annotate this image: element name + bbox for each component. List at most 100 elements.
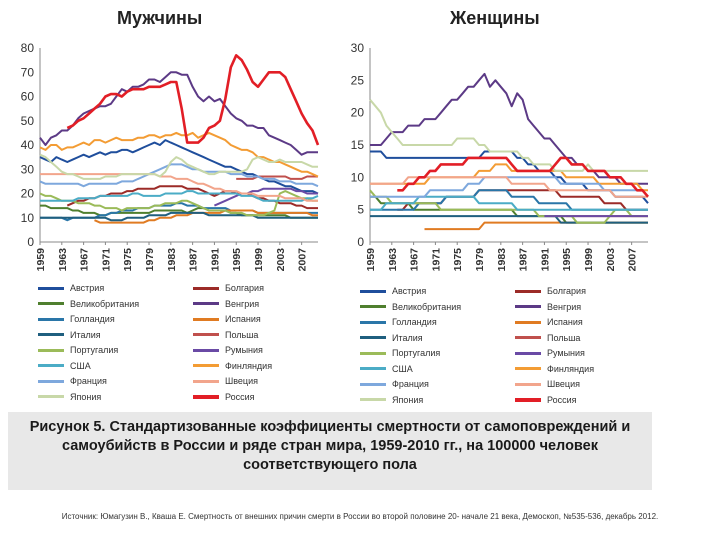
men-legend-item: Венгрия bbox=[193, 299, 259, 309]
men-legend-swatch bbox=[193, 333, 219, 336]
men-legend-label: Румыния bbox=[225, 345, 263, 355]
women-legend-label: Польша bbox=[547, 332, 581, 343]
women-legend-swatch bbox=[515, 289, 541, 293]
women-y-tick-5: 5 bbox=[357, 203, 364, 217]
women-legend-swatch bbox=[360, 289, 386, 293]
men-legend-label: Испания bbox=[225, 314, 261, 324]
women-legend-item: Великобритания bbox=[360, 302, 461, 312]
men-series-line-7 bbox=[236, 175, 318, 180]
men-legend-item: Испания bbox=[193, 314, 261, 324]
men-series-line-13 bbox=[40, 173, 318, 202]
women-legend-label: Австрия bbox=[392, 286, 427, 296]
men-legend-swatch bbox=[38, 302, 64, 305]
women-x-tick-1967: 1967 bbox=[409, 248, 421, 272]
women-legend-item: Венгрия bbox=[515, 302, 581, 312]
men-legend-item: Италия bbox=[38, 330, 101, 340]
women-legend-label: Голландия bbox=[392, 317, 437, 327]
men-legend-item: Финляндия bbox=[193, 361, 272, 371]
women-legend-swatch bbox=[360, 305, 386, 308]
men-legend-label: США bbox=[70, 360, 91, 371]
men-legend-item: Польша bbox=[193, 330, 258, 340]
men-legend-item: Болгария bbox=[193, 283, 264, 293]
men-legend-swatch bbox=[193, 286, 219, 290]
men-legend-label: Финляндия bbox=[225, 360, 273, 371]
women-legend-label: Россия bbox=[547, 394, 577, 405]
women-x-tick-1963: 1963 bbox=[387, 248, 399, 272]
caption-line-2: самоубийств в России и ряде стран мира, … bbox=[62, 438, 598, 454]
men-legend-swatch bbox=[193, 364, 219, 367]
women-x-tick-1987: 1987 bbox=[518, 248, 530, 272]
men-legend-swatch bbox=[38, 286, 64, 290]
women-legend-swatch bbox=[515, 336, 541, 339]
men-x-tick-1999: 1999 bbox=[253, 248, 265, 272]
women-y-tick-15: 15 bbox=[351, 138, 365, 152]
women-x-tick-1999: 1999 bbox=[583, 248, 595, 272]
women-legend-swatch bbox=[515, 305, 541, 308]
men-legend-label: Франция bbox=[70, 376, 107, 386]
women-legend-item: Швеция bbox=[515, 379, 580, 389]
women-legend-item: Австрия bbox=[360, 286, 426, 296]
women-legend-swatch bbox=[360, 320, 386, 324]
women-legend-item: Румыния bbox=[515, 348, 585, 358]
women-legend-label: Великобритания bbox=[392, 301, 462, 312]
women-legend-item: Финляндия bbox=[515, 364, 594, 374]
women-series-line-1 bbox=[397, 189, 648, 211]
men-y-tick-0: 0 bbox=[27, 235, 34, 249]
men-legend-swatch bbox=[38, 333, 64, 336]
women-legend-swatch bbox=[360, 398, 386, 401]
men-y-tick-80: 80 bbox=[21, 41, 35, 55]
men-series-line-14 bbox=[39, 153, 318, 180]
women-legend-swatch bbox=[360, 336, 386, 339]
women-legend-label: Япония bbox=[392, 394, 424, 405]
men-legend-label: Австрия bbox=[70, 283, 105, 293]
men-legend-item: Голландия bbox=[38, 314, 115, 324]
men-x-tick-1987: 1987 bbox=[188, 248, 200, 272]
women-legend-item: Испания bbox=[515, 317, 583, 327]
women-legend-item: Франция bbox=[360, 379, 429, 389]
men-legend-item: Румыния bbox=[193, 345, 263, 355]
men-series-line-11 bbox=[39, 131, 319, 178]
women-legend-label: США bbox=[392, 363, 413, 374]
men-legend-swatch bbox=[193, 302, 219, 305]
men-legend-label: Япония bbox=[70, 391, 102, 402]
women-x-tick-1975: 1975 bbox=[452, 248, 464, 272]
men-chart: 0 10 20 30 40 50 60 70 80 1959 1963 1967 1971 1975 197… bbox=[21, 41, 320, 272]
women-x-tick-1983: 1983 bbox=[496, 248, 508, 272]
men-x-tick-1967: 1967 bbox=[79, 248, 91, 272]
women-legend-swatch bbox=[515, 382, 541, 386]
women-legend-swatch bbox=[360, 382, 386, 386]
men-series-line-10 bbox=[40, 190, 319, 202]
men-legend-item: Австрия bbox=[38, 283, 104, 293]
women-legend-item: Болгария bbox=[515, 286, 586, 296]
men-legend-label: Италия bbox=[70, 329, 101, 340]
men-legend-label: Великобритания bbox=[70, 298, 140, 309]
caption-line-1: Рисунок 5. Стандартизованные коэффициент… bbox=[29, 419, 631, 435]
men-legend-item: Япония bbox=[38, 392, 101, 402]
men-legend-label: Болгария bbox=[225, 283, 264, 293]
men-y-tick-70: 70 bbox=[21, 65, 35, 79]
women-legend-item: США bbox=[360, 364, 413, 374]
women-legend-label: Финляндия bbox=[547, 363, 595, 374]
men-series-line-5 bbox=[94, 209, 318, 224]
women-legend-label: Румыния bbox=[547, 348, 585, 358]
women-legend-item: Польша bbox=[515, 333, 580, 343]
men-y-tick-10: 10 bbox=[21, 211, 35, 225]
women-y-tick-30: 30 bbox=[351, 41, 365, 55]
men-x-tick-2007: 2007 bbox=[297, 248, 309, 272]
women-legend-item: Голландия bbox=[360, 317, 437, 327]
men-legend-item: Португалия bbox=[38, 345, 118, 355]
women-x-tick-2003: 2003 bbox=[605, 248, 617, 272]
women-legend-swatch bbox=[360, 351, 386, 355]
women-series-line-13 bbox=[370, 176, 648, 198]
women-y-tick-0: 0 bbox=[357, 235, 364, 249]
women-legend-swatch bbox=[515, 367, 541, 370]
women-x-tick-1971: 1971 bbox=[430, 248, 442, 272]
men-series-line-2 bbox=[40, 204, 318, 219]
caption-line-3: соответствующего пола bbox=[243, 457, 417, 473]
men-chart-title: Мужчины bbox=[117, 8, 203, 28]
women-x-tick-1991: 1991 bbox=[539, 248, 551, 272]
men-legend-item: США bbox=[38, 361, 91, 371]
men-x-tick-1963: 1963 bbox=[57, 248, 69, 272]
men-legend-swatch bbox=[193, 379, 219, 383]
women-y-tick-20: 20 bbox=[351, 106, 365, 120]
